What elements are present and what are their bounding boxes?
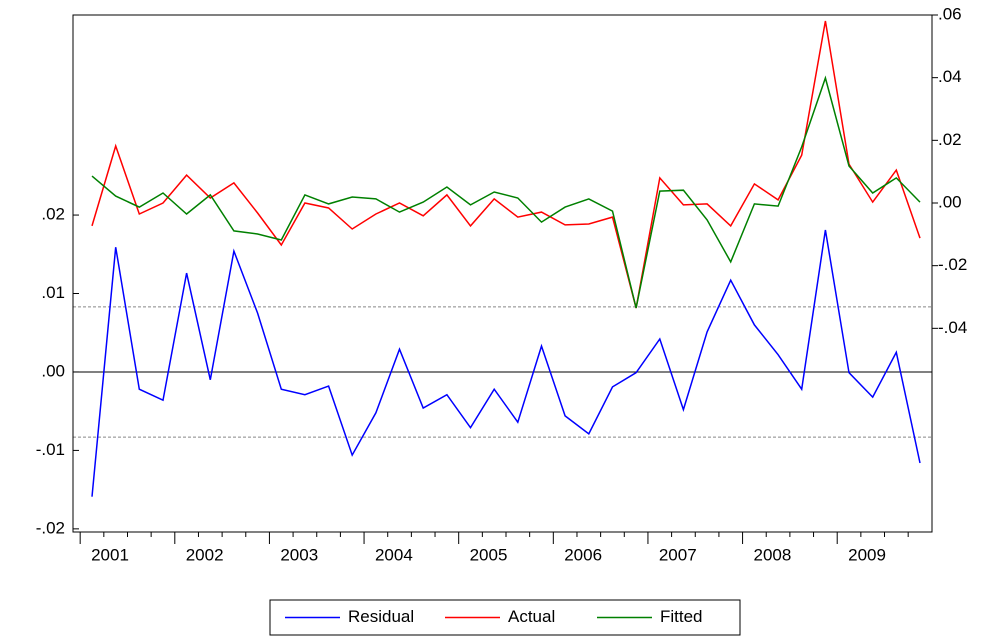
y2-tick-label: .00 — [938, 192, 962, 211]
x-tick-label: 2007 — [659, 545, 697, 564]
y2-tick-label: .04 — [938, 67, 962, 86]
y2-tick-label: .02 — [938, 130, 962, 149]
y2-tick-label: .06 — [938, 4, 962, 23]
series-line — [91, 229, 921, 497]
legend-label: Actual — [508, 607, 555, 626]
plot-frame — [72, 14, 933, 533]
x-tick-label: 2008 — [753, 545, 791, 564]
legend-box — [269, 599, 741, 636]
series-line — [91, 20, 921, 309]
x-tick-label: 2002 — [186, 545, 224, 564]
y-tick-label: .01 — [41, 283, 65, 302]
x-tick-label: 2005 — [470, 545, 508, 564]
y2-tick-label: -.02 — [938, 255, 967, 274]
x-tick-label: 2009 — [848, 545, 886, 564]
y-tick-label: .02 — [41, 205, 65, 224]
series-line — [91, 75, 921, 309]
x-tick-label: 2006 — [564, 545, 602, 564]
x-tick-label: 2003 — [280, 545, 318, 564]
y-tick-label: .00 — [41, 361, 65, 380]
x-tick-label: 2001 — [91, 545, 129, 564]
y-tick-label: -.01 — [36, 440, 65, 459]
legend-label: Fitted — [660, 607, 703, 626]
y2-tick-label: -.04 — [938, 318, 967, 337]
x-tick-label: 2004 — [375, 545, 413, 564]
legend-label: Residual — [348, 607, 414, 626]
y-tick-label: -.02 — [36, 518, 65, 537]
